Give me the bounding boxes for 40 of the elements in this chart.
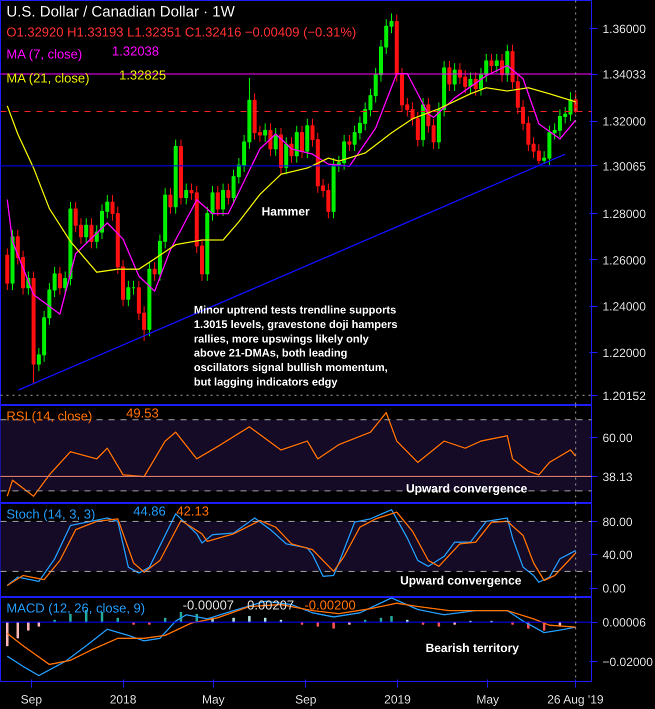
y-tick-label: 38.13 [602, 470, 633, 484]
chart-title: U.S. Dollar / Canadian Dollar · 1W [6, 4, 236, 20]
annotation: 42.13 [176, 504, 209, 518]
annotation: Upward convergence [400, 574, 522, 588]
text: RSI (14, close) [6, 408, 92, 424]
annotation: 44.86 [133, 504, 166, 518]
x-tick-label: Sep [295, 692, 317, 706]
series-label: Stoch (14, 3, 3) [6, 506, 96, 522]
y-tick-label: 0.00006 [602, 616, 646, 630]
text: O1.32920 H1.33193 L1.32351 C1.32416 −0.00409 (−0.31%) [6, 24, 356, 40]
annotation: -0.00200 [304, 597, 356, 612]
x-tick-label: 26 Aug '19 [547, 692, 604, 706]
y-tick-label: 0.00 [602, 582, 626, 596]
y-tick-label: 80.00 [602, 514, 633, 529]
y-tick-label: 1.22000 [602, 346, 646, 360]
y-tick-label: 1.32000 [602, 114, 646, 129]
annotation: Upward convergence [406, 482, 528, 496]
x-tick-label: 2019 [384, 692, 412, 706]
y-tick-label: −0.02000 [602, 654, 654, 669]
series-label: MA (21, close) [6, 70, 90, 86]
x-tick-label: 2018 [110, 692, 137, 706]
series-label: MACD (12, 26, close, 9) [6, 600, 146, 616]
x-tick-label: Sep [20, 692, 42, 706]
y-tick-label: 1.34033 [602, 68, 646, 82]
x-tick-label: May [202, 692, 225, 706]
y-tick-label: 1.28000 [602, 207, 646, 222]
y-tick-label: 1.36000 [602, 22, 646, 36]
annotation: Bearish territory [426, 640, 520, 655]
y-tick-label: 1.30065 [602, 159, 646, 174]
annotation: -0.00007 [182, 597, 234, 612]
annotation: Hammer [262, 204, 310, 218]
y-tick-label: 60.00 [602, 431, 633, 446]
y-tick-label: 1.20152 [602, 388, 646, 403]
y-tick-label: 40.00 [602, 548, 633, 562]
x-tick-label: May [476, 692, 500, 706]
annotation: 1.32038 [112, 44, 160, 58]
y-tick-label: 1.24000 [602, 300, 646, 314]
y-tick-label: 1.26000 [602, 253, 646, 268]
annotation: 49.53 [126, 406, 159, 420]
text: MA (7, close) [6, 46, 82, 62]
